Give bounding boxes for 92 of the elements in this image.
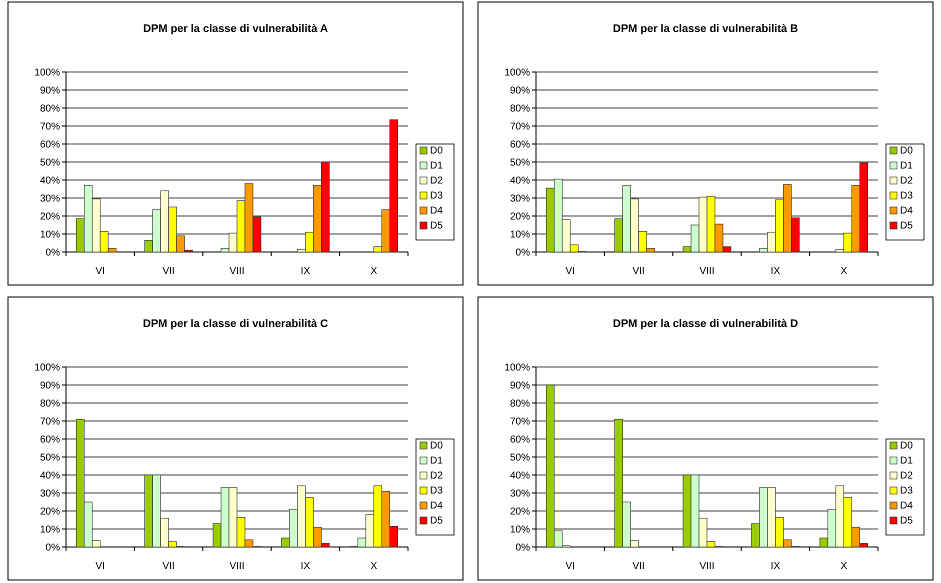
x-tick-label: VI bbox=[95, 266, 105, 277]
legend-label: D5 bbox=[900, 516, 914, 526]
y-tick-label: 30% bbox=[40, 194, 60, 204]
legend-label: D5 bbox=[430, 220, 444, 232]
legend-label: D1 bbox=[900, 160, 914, 172]
y-tick-label: 20% bbox=[510, 212, 530, 222]
y-tick-label: 70% bbox=[40, 122, 60, 132]
x-tick-label: VI bbox=[565, 561, 575, 572]
y-tick-label: 0% bbox=[516, 248, 530, 258]
y-tick-label: 20% bbox=[510, 506, 530, 518]
y-tick-label: 100% bbox=[504, 362, 530, 374]
legend-label: D3 bbox=[430, 486, 444, 496]
legend-label: D4 bbox=[430, 206, 444, 216]
legend-label: D5 bbox=[900, 220, 914, 232]
x-tick-label: VII bbox=[632, 266, 645, 277]
x-tick-label: IX bbox=[300, 561, 310, 572]
y-tick-label: 70% bbox=[510, 416, 530, 428]
y-tick-label: 60% bbox=[40, 434, 60, 446]
y-tick-label: 80% bbox=[40, 104, 60, 114]
legend-label: D5 bbox=[430, 516, 444, 526]
y-tick-label: 80% bbox=[510, 398, 530, 410]
legend-label: D2 bbox=[900, 176, 914, 186]
y-tick-label: 0% bbox=[516, 542, 530, 554]
legend-label: D2 bbox=[900, 470, 914, 482]
legend-label: D1 bbox=[430, 456, 444, 466]
y-tick-label: 30% bbox=[40, 488, 60, 500]
y-tick-label: 60% bbox=[510, 140, 530, 150]
y-tick-label: 10% bbox=[40, 524, 60, 536]
x-tick-label: IX bbox=[770, 266, 780, 277]
legend-label: D4 bbox=[900, 206, 914, 216]
y-tick-label: 60% bbox=[40, 140, 60, 150]
x-tick-label: VII bbox=[632, 561, 645, 572]
y-tick-label: 20% bbox=[40, 212, 60, 222]
y-tick-label: 40% bbox=[40, 176, 60, 186]
legend-label: D2 bbox=[430, 470, 444, 482]
x-tick-label: VIII bbox=[699, 266, 715, 277]
legend-label: D1 bbox=[900, 456, 914, 466]
y-tick-label: 10% bbox=[510, 524, 530, 536]
y-tick-label: 0% bbox=[46, 542, 60, 554]
legend-label: D3 bbox=[900, 486, 914, 496]
y-tick-label: 100% bbox=[34, 68, 60, 78]
y-tick-label: 70% bbox=[40, 416, 60, 428]
y-tick-label: 30% bbox=[510, 194, 530, 204]
x-tick-label: VIII bbox=[229, 561, 245, 572]
y-tick-label: 80% bbox=[510, 104, 530, 114]
x-tick-label: VI bbox=[95, 561, 105, 572]
legend-label: D3 bbox=[430, 190, 444, 202]
legend-label: D2 bbox=[430, 176, 444, 186]
y-tick-label: 40% bbox=[510, 176, 530, 186]
legend-label: D0 bbox=[430, 146, 444, 156]
y-tick-label: 90% bbox=[40, 380, 60, 392]
chart-title: DPM per la classe di vulnerabilità A bbox=[143, 23, 328, 35]
x-tick-label: X bbox=[840, 561, 848, 572]
x-tick-label: VII bbox=[162, 561, 175, 572]
legend-label: D1 bbox=[430, 160, 444, 172]
x-tick-label: VIII bbox=[229, 266, 245, 277]
legend-label: D3 bbox=[900, 190, 914, 202]
legend-label: D0 bbox=[430, 440, 444, 452]
x-tick-label: X bbox=[840, 266, 848, 277]
legend-label: D0 bbox=[900, 146, 914, 156]
y-tick-label: 100% bbox=[34, 362, 60, 374]
y-tick-label: 60% bbox=[510, 434, 530, 446]
y-tick-label: 90% bbox=[510, 380, 530, 392]
legend-label: D4 bbox=[900, 500, 914, 512]
x-tick-label: VIII bbox=[699, 561, 715, 572]
y-tick-label: 50% bbox=[510, 158, 530, 168]
chart-title: DPM per la classe di vulnerabilità C bbox=[142, 318, 328, 330]
y-tick-label: 50% bbox=[510, 452, 530, 464]
x-tick-label: VII bbox=[162, 266, 175, 277]
chart-title: DPM per la classe di vulnerabilità D bbox=[612, 318, 798, 330]
y-tick-label: 90% bbox=[40, 86, 60, 96]
chart-title: DPM per la classe di vulnerabilità B bbox=[612, 23, 798, 35]
y-tick-label: 20% bbox=[40, 506, 60, 518]
x-tick-label: IX bbox=[300, 266, 310, 277]
y-tick-label: 50% bbox=[40, 158, 60, 168]
legend-label: D0 bbox=[900, 440, 914, 452]
x-tick-label: X bbox=[370, 561, 378, 572]
y-tick-label: 100% bbox=[504, 68, 530, 78]
y-tick-label: 40% bbox=[40, 470, 60, 482]
x-tick-label: X bbox=[370, 266, 378, 277]
y-tick-label: 70% bbox=[510, 122, 530, 132]
y-tick-label: 80% bbox=[40, 398, 60, 410]
x-tick-label: IX bbox=[770, 561, 780, 572]
y-tick-label: 40% bbox=[510, 470, 530, 482]
legend-label: D4 bbox=[430, 500, 444, 512]
y-tick-label: 90% bbox=[510, 86, 530, 96]
y-tick-label: 50% bbox=[40, 452, 60, 464]
x-tick-label: VI bbox=[565, 266, 575, 277]
y-tick-label: 10% bbox=[510, 230, 530, 240]
y-tick-label: 10% bbox=[40, 230, 60, 240]
y-tick-label: 30% bbox=[510, 488, 530, 500]
y-tick-label: 0% bbox=[46, 248, 60, 258]
